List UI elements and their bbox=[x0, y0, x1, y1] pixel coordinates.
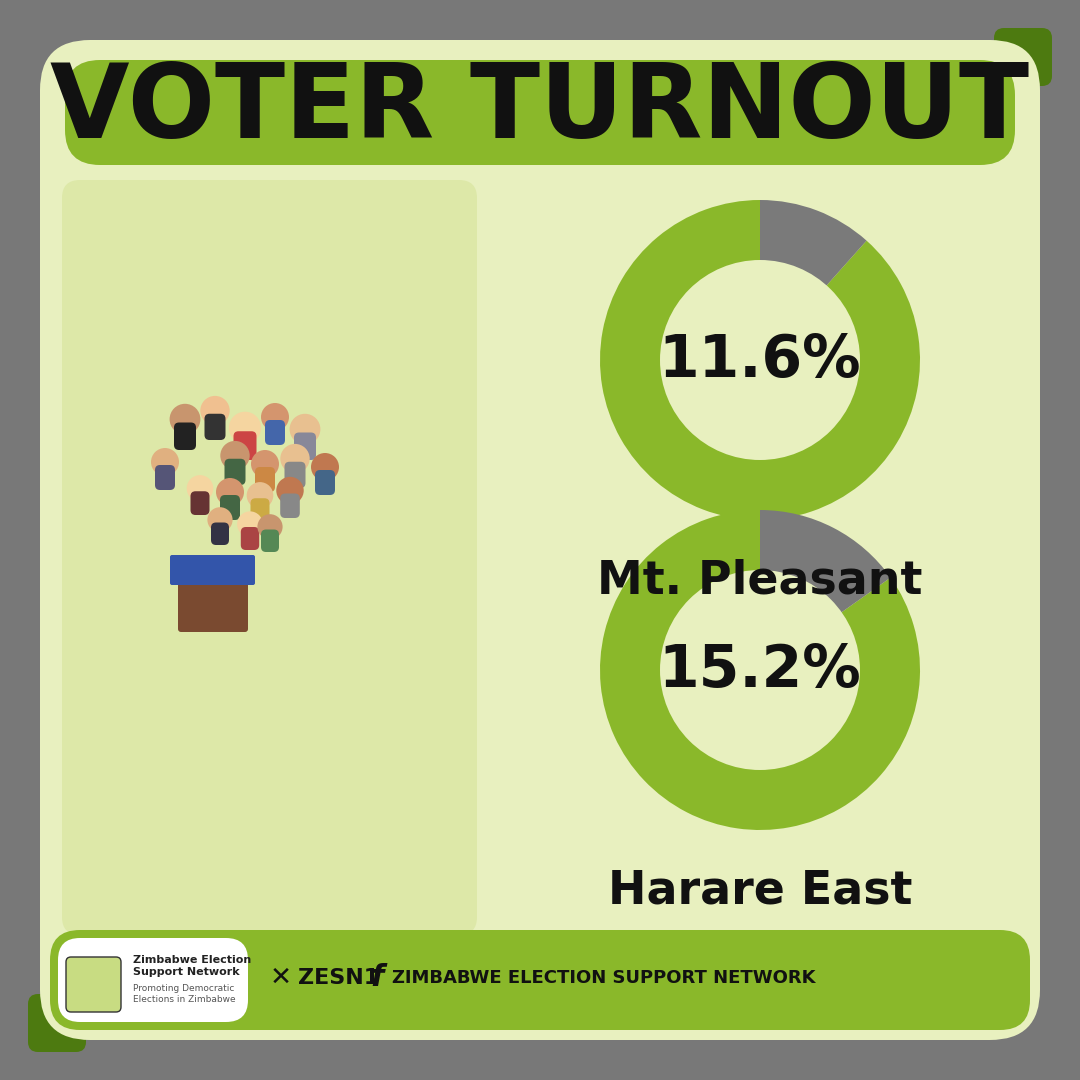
FancyBboxPatch shape bbox=[178, 582, 248, 632]
FancyBboxPatch shape bbox=[255, 467, 275, 492]
FancyBboxPatch shape bbox=[156, 465, 175, 490]
Circle shape bbox=[660, 260, 860, 460]
Circle shape bbox=[151, 448, 179, 476]
Circle shape bbox=[238, 511, 262, 537]
FancyBboxPatch shape bbox=[211, 523, 229, 545]
Wedge shape bbox=[600, 200, 920, 519]
Text: 15.2%: 15.2% bbox=[659, 642, 862, 699]
Wedge shape bbox=[760, 510, 891, 670]
Wedge shape bbox=[760, 200, 866, 360]
FancyBboxPatch shape bbox=[190, 491, 210, 515]
Circle shape bbox=[187, 475, 214, 502]
Text: ✕: ✕ bbox=[270, 966, 292, 991]
FancyBboxPatch shape bbox=[994, 28, 1052, 86]
Circle shape bbox=[220, 441, 249, 470]
FancyBboxPatch shape bbox=[251, 498, 270, 522]
FancyBboxPatch shape bbox=[204, 414, 226, 440]
FancyBboxPatch shape bbox=[28, 994, 86, 1052]
FancyBboxPatch shape bbox=[284, 462, 306, 488]
Wedge shape bbox=[600, 510, 920, 831]
Circle shape bbox=[289, 414, 321, 445]
Text: ZESN1: ZESN1 bbox=[298, 968, 379, 988]
Text: f: f bbox=[370, 963, 383, 993]
FancyBboxPatch shape bbox=[62, 180, 477, 935]
Circle shape bbox=[200, 396, 230, 426]
Circle shape bbox=[216, 478, 244, 507]
FancyBboxPatch shape bbox=[265, 420, 285, 445]
FancyBboxPatch shape bbox=[174, 422, 195, 450]
Circle shape bbox=[229, 411, 261, 444]
FancyBboxPatch shape bbox=[225, 459, 245, 485]
Text: Promoting Democratic
Elections in Zimbabwe: Promoting Democratic Elections in Zimbab… bbox=[133, 984, 235, 1004]
FancyBboxPatch shape bbox=[280, 494, 300, 518]
FancyBboxPatch shape bbox=[50, 930, 1030, 1030]
Text: 11.6%: 11.6% bbox=[659, 332, 862, 389]
Text: Harare East: Harare East bbox=[608, 868, 913, 913]
FancyBboxPatch shape bbox=[207, 578, 233, 610]
FancyBboxPatch shape bbox=[220, 495, 240, 519]
Text: VOTER TURNOUT: VOTER TURNOUT bbox=[51, 59, 1029, 160]
FancyBboxPatch shape bbox=[170, 555, 255, 585]
Circle shape bbox=[246, 482, 273, 509]
FancyBboxPatch shape bbox=[40, 40, 1040, 1040]
Circle shape bbox=[207, 508, 232, 532]
FancyBboxPatch shape bbox=[315, 470, 335, 495]
Circle shape bbox=[202, 555, 239, 592]
Circle shape bbox=[311, 453, 339, 481]
FancyBboxPatch shape bbox=[58, 939, 248, 1022]
Circle shape bbox=[261, 403, 289, 431]
FancyBboxPatch shape bbox=[65, 60, 1015, 165]
FancyBboxPatch shape bbox=[66, 957, 121, 1012]
Circle shape bbox=[257, 514, 283, 539]
Circle shape bbox=[170, 404, 201, 434]
FancyBboxPatch shape bbox=[294, 432, 316, 460]
Circle shape bbox=[281, 444, 310, 473]
Text: Zimbabwe Election
Support Network: Zimbabwe Election Support Network bbox=[133, 955, 252, 977]
Circle shape bbox=[660, 570, 860, 770]
Circle shape bbox=[276, 477, 303, 504]
Text: Mt. Pleasant: Mt. Pleasant bbox=[597, 558, 922, 603]
Text: ZIMBABWE ELECTION SUPPORT NETWORK: ZIMBABWE ELECTION SUPPORT NETWORK bbox=[392, 969, 815, 987]
FancyBboxPatch shape bbox=[241, 527, 259, 550]
Circle shape bbox=[251, 450, 279, 478]
FancyBboxPatch shape bbox=[233, 431, 257, 460]
FancyBboxPatch shape bbox=[261, 529, 279, 552]
